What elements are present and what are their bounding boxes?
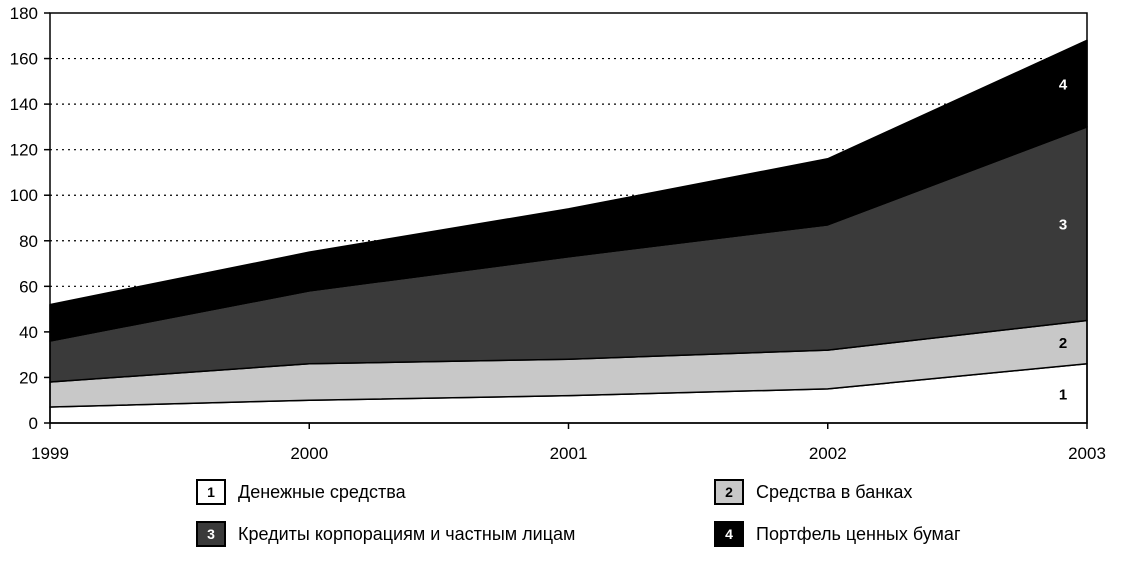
series-label-3: 3 <box>1059 217 1067 234</box>
y-tick-label: 140 <box>10 95 38 114</box>
y-tick-label: 0 <box>29 414 38 433</box>
legend-item-securities: 4 Портфель ценных бумаг <box>714 521 961 547</box>
x-tick-label: 2003 <box>1068 444 1106 463</box>
y-axis-ticks: 0 20 40 60 80 100 120 140 160 180 <box>10 4 50 433</box>
legend-swatch-2: 2 <box>714 479 744 505</box>
legend-swatch-1: 1 <box>196 479 226 505</box>
series-labels: 1 2 3 4 <box>1059 77 1068 404</box>
stacked-area-chart: 0 20 40 60 80 100 120 140 160 180 1999 2000 2001 200… <box>10 4 1106 463</box>
legend-label: Денежные средства <box>238 481 406 502</box>
legend-swatch-label: 2 <box>725 484 733 500</box>
x-tick-label: 1999 <box>31 444 69 463</box>
legend-swatch-label: 4 <box>725 526 733 542</box>
y-tick-label: 80 <box>19 232 38 251</box>
legend-item-cash: 1 Денежные средства <box>196 479 406 505</box>
y-tick-label: 180 <box>10 4 38 23</box>
series-label-4: 4 <box>1059 77 1068 94</box>
legend-label: Кредиты корпорациям и частным лицам <box>238 523 576 544</box>
legend-label: Средства в банках <box>756 481 913 502</box>
x-axis-ticks: 1999 2000 2001 2002 2003 <box>31 423 1106 463</box>
legend-swatch-4: 4 <box>714 521 744 547</box>
legend-swatch-3: 3 <box>196 521 226 547</box>
y-tick-label: 120 <box>10 141 38 160</box>
legend-item-loans: 3 Кредиты корпорациям и частным лицам <box>196 521 575 547</box>
y-tick-label: 100 <box>10 186 38 205</box>
legend-item-bank-funds: 2 Средства в банках <box>714 479 912 505</box>
legend-label: Портфель ценных бумаг <box>756 523 961 544</box>
y-tick-label: 60 <box>19 277 38 296</box>
x-tick-label: 2002 <box>809 444 847 463</box>
y-tick-label: 40 <box>19 323 38 342</box>
x-tick-label: 2000 <box>290 444 328 463</box>
series-label-1: 1 <box>1059 386 1067 403</box>
x-tick-label: 2001 <box>550 444 588 463</box>
series-label-2: 2 <box>1059 335 1067 352</box>
y-tick-label: 160 <box>10 50 38 69</box>
legend-swatch-label: 3 <box>207 526 215 542</box>
legend-swatch-label: 1 <box>207 484 215 500</box>
area-series <box>49 39 1088 424</box>
y-tick-label: 20 <box>19 368 38 387</box>
